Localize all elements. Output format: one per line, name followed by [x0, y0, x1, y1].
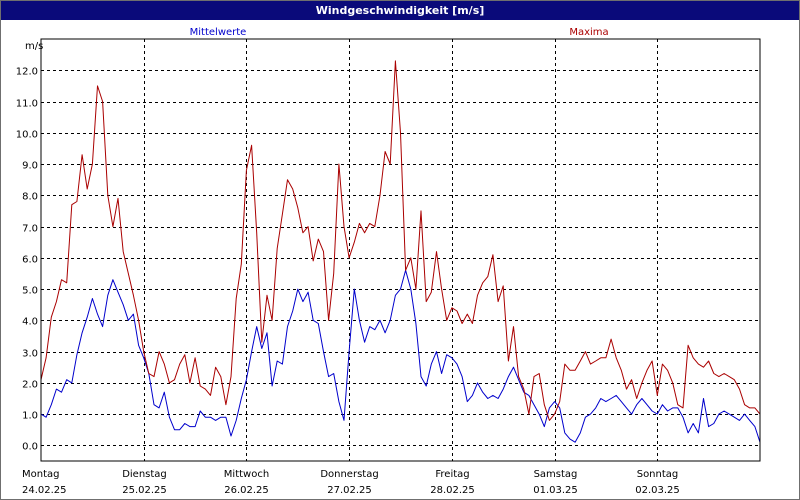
y-axis-label: m/s	[25, 41, 43, 52]
y-tick-label: 12.0	[16, 67, 38, 78]
chart-title: Windgeschwindigkeit [m/s]	[1, 1, 799, 20]
legend-mittelwerte: Mittelwerte	[190, 27, 247, 38]
y-tick-label: 6.0	[22, 255, 38, 266]
y-tick-label: 11.0	[16, 99, 38, 110]
y-axis-ticks: 0.0 1.0 2.0 3.0 4.0 5.0 6.0 7.0 8.0 9.0 10.0 11.0 12…	[16, 67, 38, 453]
x-tick-weekday: Samstag	[534, 469, 578, 480]
x-tick-weekday: Dienstag	[122, 469, 167, 480]
y-tick-label: 1.0	[22, 411, 38, 422]
x-axis-ticks: Montag 24.02.25 Dienstag 25.02.25 Mittwoch 26…	[22, 469, 680, 496]
y-tick-label: 5.0	[22, 286, 38, 297]
x-tick-date: 24.02.25	[22, 485, 67, 496]
x-tick-date: 28.02.25	[430, 485, 475, 496]
y-tick-label: 9.0	[22, 161, 38, 172]
x-tick-date: 27.02.25	[327, 485, 372, 496]
series-lines	[40, 60, 761, 443]
grid	[41, 39, 760, 461]
x-tick-weekday: Donnerstag	[320, 469, 378, 480]
y-tick-label: 10.0	[16, 130, 38, 141]
plot-border	[40, 38, 761, 462]
y-tick-label: 3.0	[22, 349, 38, 360]
x-tick-date: 01.03.25	[533, 485, 578, 496]
x-tick-date: 02.03.25	[635, 485, 680, 496]
x-tick-weekday: Mittwoch	[224, 469, 269, 480]
series-line-maxima	[40, 60, 761, 421]
series-line-mittelwerte	[40, 269, 761, 443]
y-tick-label: 2.0	[22, 380, 38, 391]
y-tick-label: 7.0	[22, 224, 38, 235]
x-tick-date: 26.02.25	[224, 485, 269, 496]
legend-maxima: Maxima	[569, 27, 608, 38]
x-tick-weekday: Sonntag	[637, 469, 679, 480]
y-tick-label: 0.0	[22, 442, 38, 453]
x-tick-weekday: Montag	[22, 469, 59, 480]
x-tick-date: 25.02.25	[122, 485, 167, 496]
x-tick-weekday: Freitag	[435, 469, 469, 480]
y-tick-label: 4.0	[22, 317, 38, 328]
y-tick-label: 8.0	[22, 192, 38, 203]
